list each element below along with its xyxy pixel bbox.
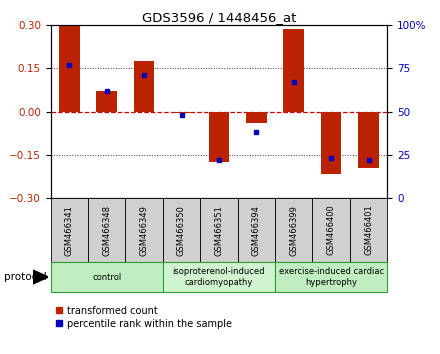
Bar: [96, 91, 117, 112]
Text: exercise-induced cardiac
hypertrophy: exercise-induced cardiac hypertrophy: [279, 267, 384, 287]
Text: GSM466394: GSM466394: [252, 205, 261, 256]
Bar: [275, 198, 312, 262]
Title: GDS3596 / 1448456_at: GDS3596 / 1448456_at: [142, 11, 296, 24]
Bar: [209, 112, 229, 162]
Bar: [238, 198, 275, 262]
Bar: [125, 198, 163, 262]
Bar: [200, 198, 238, 262]
Text: control: control: [92, 273, 121, 281]
Bar: [312, 198, 350, 262]
Legend: transformed count, percentile rank within the sample: transformed count, percentile rank withi…: [55, 306, 232, 329]
Bar: [358, 112, 379, 168]
Bar: [51, 262, 163, 292]
Bar: [163, 262, 275, 292]
Bar: [246, 112, 267, 123]
Text: isoproterenol-induced
cardiomyopathy: isoproterenol-induced cardiomyopathy: [172, 267, 265, 287]
Text: GSM466341: GSM466341: [65, 205, 74, 256]
Text: GSM466400: GSM466400: [326, 205, 336, 256]
Bar: [350, 198, 387, 262]
Text: GSM466349: GSM466349: [139, 205, 149, 256]
Bar: [283, 29, 304, 112]
Text: GSM466401: GSM466401: [364, 205, 373, 256]
Bar: [51, 198, 88, 262]
Text: GSM466351: GSM466351: [214, 205, 224, 256]
Polygon shape: [33, 270, 48, 284]
Bar: [321, 112, 341, 174]
Bar: [171, 112, 192, 113]
Bar: [163, 198, 200, 262]
Bar: [275, 262, 387, 292]
Bar: [134, 61, 154, 112]
Text: GSM466350: GSM466350: [177, 205, 186, 256]
Bar: [59, 26, 80, 112]
Text: protocol: protocol: [4, 272, 47, 282]
Bar: [88, 198, 125, 262]
Text: GSM466399: GSM466399: [289, 205, 298, 256]
Text: GSM466348: GSM466348: [102, 205, 111, 256]
